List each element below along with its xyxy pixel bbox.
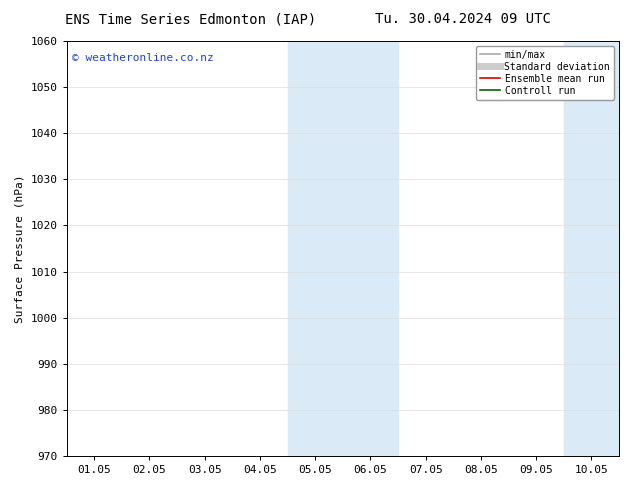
Bar — [288, 41, 398, 456]
Bar — [564, 41, 619, 456]
Legend: min/max, Standard deviation, Ensemble mean run, Controll run: min/max, Standard deviation, Ensemble me… — [476, 46, 614, 99]
Text: Tu. 30.04.2024 09 UTC: Tu. 30.04.2024 09 UTC — [375, 12, 551, 26]
Text: ENS Time Series Edmonton (IAP): ENS Time Series Edmonton (IAP) — [65, 12, 316, 26]
Text: © weatheronline.co.nz: © weatheronline.co.nz — [72, 53, 214, 64]
Y-axis label: Surface Pressure (hPa): Surface Pressure (hPa) — [15, 174, 25, 323]
